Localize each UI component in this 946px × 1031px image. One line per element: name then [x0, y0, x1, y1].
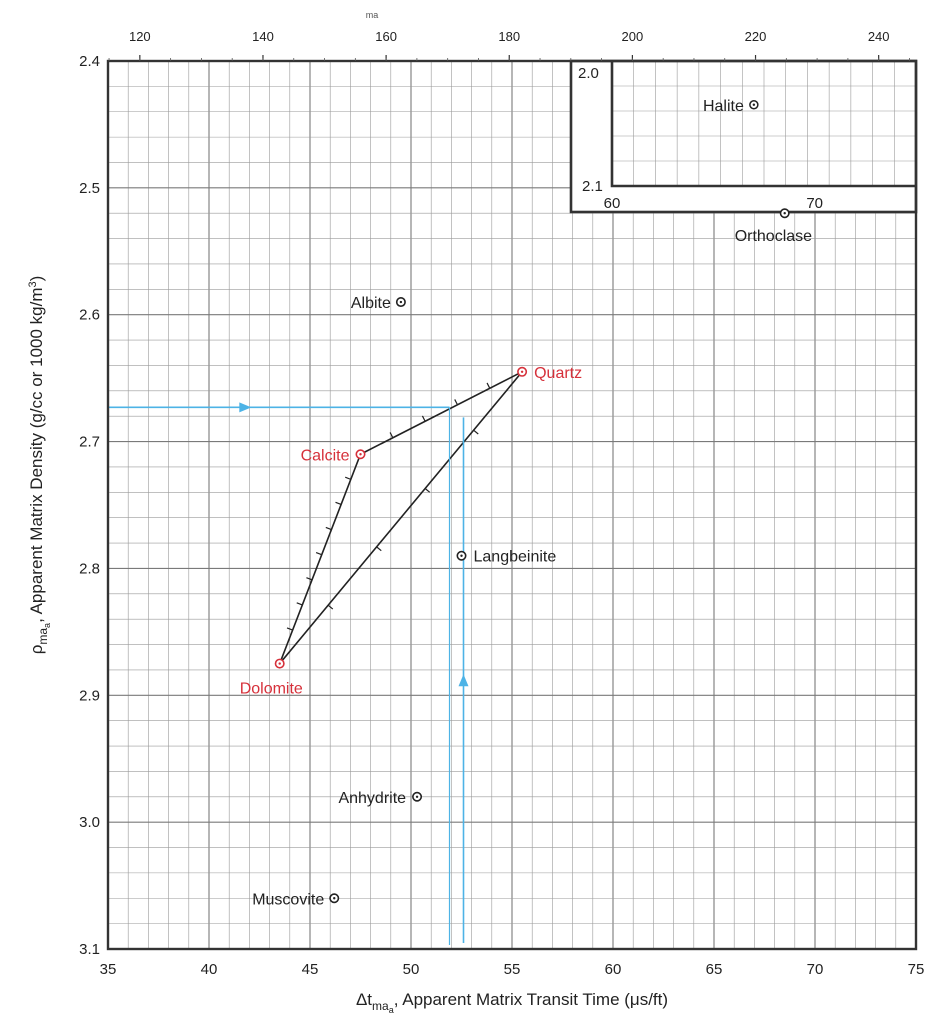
porosity-tick-quartz-calcite	[421, 415, 426, 422]
porosity-tick-quartz-calcite	[454, 399, 458, 406]
y-tick-label: 2.4	[79, 53, 100, 70]
point-dot	[415, 795, 419, 798]
y-tick-label: 2.6	[79, 307, 100, 324]
point-dot	[783, 212, 786, 215]
x-tick-label: 65	[706, 961, 723, 978]
porosity-tick-dolomite-quartz	[376, 546, 382, 552]
point-dot	[399, 300, 403, 304]
triangle-outline	[278, 371, 523, 665]
plot-frame	[106, 59, 918, 951]
porosity-tick-calcite-dolomite	[344, 476, 352, 480]
example-path	[108, 402, 469, 945]
point-label: Albite	[351, 295, 391, 312]
inset-y-label-top: 2.0	[578, 65, 599, 82]
x-axis-title: Δtmaa, Apparent Matrix Transit Time (μs/…	[356, 990, 668, 1015]
porosity-tick-calcite-dolomite	[335, 501, 342, 506]
y-axis-title: ρmaa, Apparent Matrix Density (g/cc or 1…	[27, 276, 52, 655]
porosity-tick-calcite-dolomite	[286, 627, 293, 631]
x-tick-label: 35	[100, 961, 117, 978]
porosity-tick-dolomite-quartz	[473, 429, 479, 435]
porosity-tick-calcite-dolomite	[296, 602, 303, 606]
inset-point-dot	[752, 103, 756, 106]
inset-point-marker	[749, 100, 759, 110]
inset-y-label-bottom: 2.1	[582, 178, 603, 195]
y-tick-label: 2.7	[79, 434, 100, 451]
y-tick-label: 2.5	[79, 180, 100, 197]
top-tick-label: 240	[868, 29, 890, 44]
x-tick-label: 70	[807, 961, 824, 978]
point-label: Muscovite	[252, 891, 324, 908]
inset-x-label-mid: 70	[806, 195, 823, 212]
point-label: Dolomite	[240, 681, 303, 698]
top-axis-title-fragment: ma	[366, 10, 379, 20]
x-tick-label: 45	[302, 961, 319, 978]
mineral-points: Quartz Calcite Dolomite Albite Orthoclase Lan…	[240, 208, 812, 908]
top-tick-label: 180	[498, 29, 520, 44]
point-label: Orthoclase	[735, 228, 812, 245]
porosity-tick-quartz-calcite	[389, 432, 394, 439]
y-tick-label: 2.8	[79, 560, 100, 577]
point-dot	[333, 897, 336, 900]
y-tick-label: 3.0	[79, 814, 100, 831]
x-tick-label: 55	[504, 961, 521, 978]
top-tick-label: 120	[129, 29, 151, 44]
x-tick-label: 60	[605, 961, 622, 978]
point-label: Quartz	[534, 365, 582, 382]
porosity-tick-dolomite-quartz	[424, 488, 431, 493]
top-tick-label: 220	[745, 29, 767, 44]
inset-point-label: Halite	[703, 98, 744, 115]
x-tick-label: 50	[403, 961, 420, 978]
inset-background	[571, 61, 916, 212]
point-dot	[278, 662, 281, 665]
axes: 35 40 45 50 55 60 65 70 75 2.4 2.5 2.6 2.7 2.8 2.9 3.0 3…	[27, 10, 924, 1015]
inset-x-label-left: 60	[604, 195, 621, 212]
y-tick-label: 2.9	[79, 687, 100, 704]
point-dot	[460, 554, 463, 557]
top-tick-label: 160	[375, 29, 397, 44]
lithology-triangle	[278, 371, 523, 665]
point-dot	[359, 453, 362, 456]
top-tick-label: 140	[252, 29, 274, 44]
porosity-tick-calcite-dolomite	[325, 526, 332, 531]
point-label: Anhydrite	[338, 790, 406, 807]
point-dot	[520, 370, 524, 373]
porosity-tick-dolomite-quartz	[327, 604, 334, 610]
example-arrow-right	[239, 402, 252, 413]
porosity-tick-quartz-calcite	[486, 382, 491, 389]
point-label: Langbeinite	[474, 549, 557, 566]
y-tick-label: 3.1	[79, 941, 100, 958]
porosity-tick-calcite-dolomite	[315, 552, 322, 556]
point-label: Calcite	[301, 447, 350, 464]
example-arrow-up	[458, 674, 469, 687]
x-tick-label: 40	[201, 961, 218, 978]
x-tick-label: 75	[908, 961, 925, 978]
top-tick-label: 200	[622, 29, 644, 44]
porosity-tick-calcite-dolomite	[306, 577, 313, 581]
halite-inset: 2.0 2.160 70 Halite	[569, 59, 918, 214]
inset-inner-frame	[610, 61, 916, 188]
